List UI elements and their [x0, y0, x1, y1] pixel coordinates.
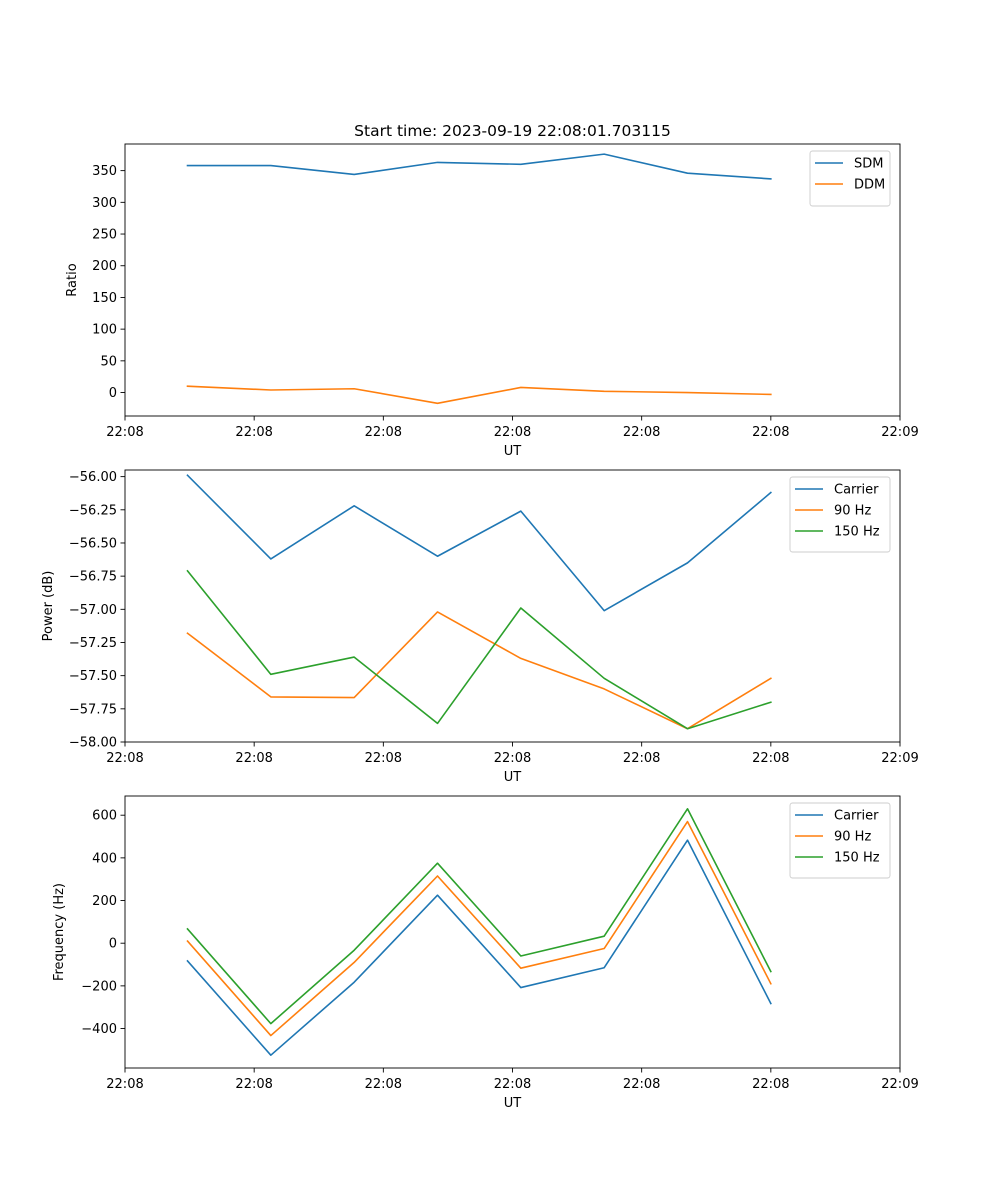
- chart-3-x-tick-label: 22:08: [752, 1077, 789, 1092]
- chart-2-x-tick-label: 22:08: [623, 751, 660, 766]
- chart-1-series-1-line: [186, 385, 772, 405]
- chart-3-y-tick-label: 600: [92, 809, 117, 824]
- chart-1-panel: 22:08 22:08 22:08 22:08 22:08 22:08 22:09 0 50 10…: [65, 122, 919, 459]
- chart-2-series-2-line: [186, 569, 772, 730]
- chart-2-panel: 22:08 22:08 22:08 22:08 22:08 22:08 22:09 −58.0…: [41, 469, 919, 785]
- chart-1-legend-box: [809, 150, 891, 207]
- chart-1-x-tick-label: 22:08: [623, 425, 660, 440]
- chart-3-x-tick-label: 22:08: [623, 1077, 660, 1092]
- chart-1-y-tick-label: 0: [109, 386, 117, 401]
- chart-3-legend-label-2: 150 Hz: [834, 851, 880, 866]
- chart-3-legend-label-1: 90 Hz: [834, 830, 871, 845]
- chart-1-legend: SDM DDM: [809, 150, 891, 207]
- chart-2-y-tick-label: −56.75: [69, 570, 117, 585]
- chart-2-x-tick-label: 22:08: [106, 751, 143, 766]
- chart-1-x-tick-label: 22:08: [494, 425, 531, 440]
- chart-2-x-tick-label: 22:08: [235, 751, 272, 766]
- chart-2-legend-box: [789, 476, 891, 553]
- chart-3-panel: 22:08 22:08 22:08 22:08 22:08 22:08 22:09 −400 −…: [52, 795, 919, 1111]
- chart-3-y-tick-label: 0: [109, 937, 117, 952]
- chart-1-x-tick-label: 22:08: [106, 425, 143, 440]
- chart-2-x-tick-label: 22:08: [752, 751, 789, 766]
- chart-2-y-tick-label: −57.00: [69, 603, 117, 618]
- chart-1-legend-label-1: DDM: [854, 178, 885, 193]
- chart-1-y-tick-label: 250: [92, 228, 117, 243]
- chart-3-y-tick-label: 200: [92, 894, 117, 909]
- chart-2-y-tick-label: −56.50: [69, 536, 117, 551]
- chart-2-y-tick-label: −56.25: [69, 503, 117, 518]
- chart-3-x-tick-label: 22:09: [881, 1077, 918, 1092]
- chart-2-y-tick-label: −57.50: [69, 669, 117, 684]
- chart-2-legend-label-0: Carrier: [834, 483, 879, 498]
- chart-3-y-axis-label: Frequency (Hz): [52, 883, 67, 981]
- chart-1-x-tick-label: 22:08: [365, 425, 402, 440]
- chart-2-y-tick-label: −57.25: [69, 636, 117, 651]
- charts-group: 22:08 22:08 22:08 22:08 22:08 22:08 22:09 0 50 10…: [41, 122, 919, 1111]
- chart-1-x-tick-label: 22:08: [235, 425, 272, 440]
- chart-2-y-tick-label: −58.00: [69, 736, 117, 751]
- chart-3-legend-label-0: Carrier: [834, 809, 879, 824]
- chart-2-y-tick-label: −56.00: [69, 470, 117, 485]
- chart-2-y-axis-label: Power (dB): [41, 571, 56, 642]
- chart-3-series-2-line: [186, 807, 772, 1025]
- chart-3-y-tick-label: −200: [81, 979, 117, 994]
- chart-3-x-tick-label: 22:08: [235, 1077, 272, 1092]
- chart-1-legend-label-0: SDM: [854, 157, 883, 172]
- chart-1-y-tick-label: 150: [92, 291, 117, 306]
- chart-1-x-axis-label: UT: [504, 444, 522, 459]
- chart-2-x-axis-label: UT: [504, 770, 522, 785]
- chart-2-series-0-line: [186, 474, 772, 612]
- chart-3-y-tick-label: 400: [92, 851, 117, 866]
- chart-3-series-0-line: [186, 839, 772, 1056]
- chart-1-x-tick-label: 22:08: [752, 425, 789, 440]
- chart-3-series-1-line: [186, 820, 772, 1037]
- chart-3-legend: Carrier 90 Hz 150 Hz: [789, 802, 891, 879]
- chart-1-y-tick-label: 200: [92, 259, 117, 274]
- chart-2-legend-label-1: 90 Hz: [834, 504, 871, 519]
- chart-3-x-axis-label: UT: [504, 1096, 522, 1111]
- chart-3-x-tick-label: 22:08: [106, 1077, 143, 1092]
- chart-1-y-axis-label: Ratio: [65, 263, 80, 296]
- chart-1-y-tick-label: 350: [92, 164, 117, 179]
- chart-2-legend-label-2: 150 Hz: [834, 525, 880, 540]
- chart-2-legend: Carrier 90 Hz 150 Hz: [789, 476, 891, 553]
- chart-1-series-0-line: [186, 153, 772, 180]
- chart-3-x-tick-label: 22:08: [365, 1077, 402, 1092]
- chart-2-series-1-line: [186, 611, 772, 730]
- chart-2-y-tick-label: −57.75: [69, 702, 117, 717]
- chart-1-y-tick-label: 100: [92, 323, 117, 338]
- chart-1-x-tick-label: 22:09: [881, 425, 918, 440]
- chart-2-x-tick-label: 22:08: [365, 751, 402, 766]
- chart-1-title: Start time: 2023-09-19 22:08:01.703115: [354, 122, 671, 140]
- chart-3-x-tick-label: 22:08: [494, 1077, 531, 1092]
- chart-1-y-tick-label: 300: [92, 196, 117, 211]
- chart-1-y-tick-label: 50: [100, 354, 117, 369]
- chart-3-legend-box: [789, 802, 891, 879]
- chart-2-x-tick-label: 22:09: [881, 751, 918, 766]
- chart-3-y-tick-label: −400: [81, 1022, 117, 1037]
- chart-2-x-tick-label: 22:08: [494, 751, 531, 766]
